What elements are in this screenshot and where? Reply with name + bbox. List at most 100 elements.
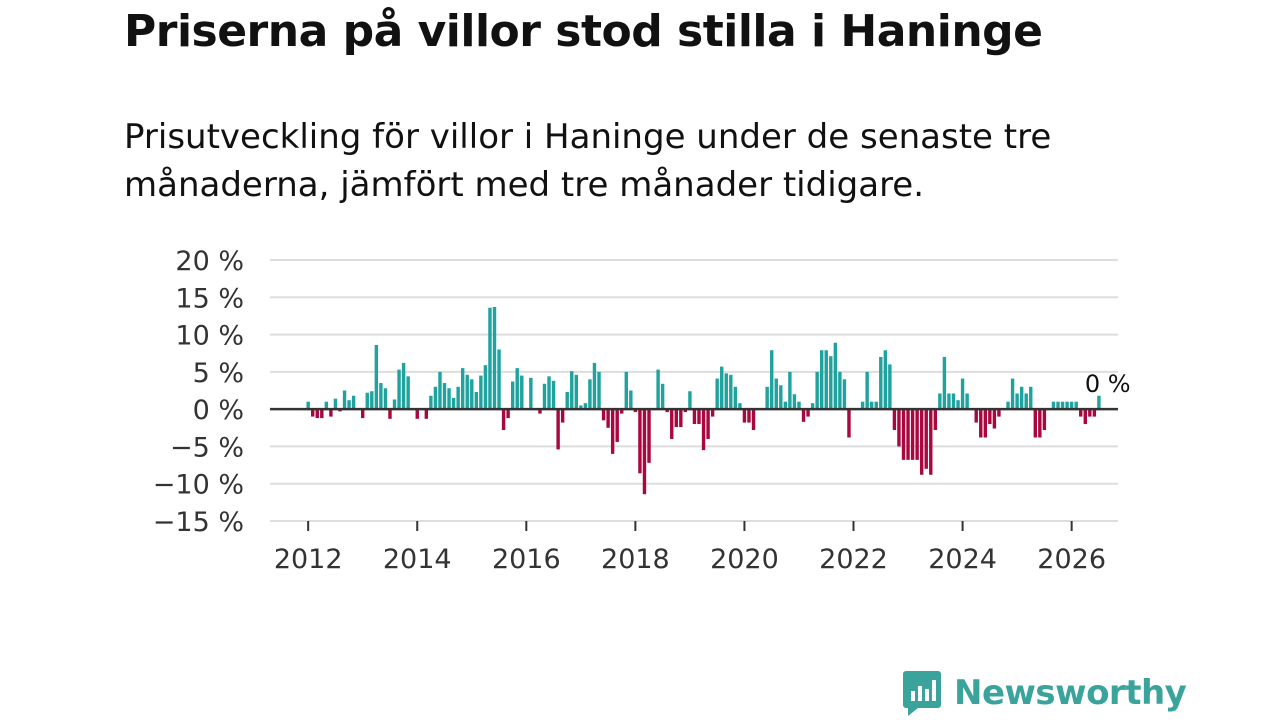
bar	[383, 388, 388, 410]
bar	[438, 371, 442, 410]
bar	[738, 403, 742, 410]
bar	[665, 409, 669, 413]
x-tick-label: 2022	[819, 544, 888, 575]
bar	[965, 393, 969, 410]
bar	[960, 378, 965, 410]
bar	[810, 403, 815, 410]
bar	[351, 395, 356, 410]
bar	[1069, 401, 1074, 410]
bar	[656, 369, 660, 410]
bar	[556, 409, 560, 450]
bar	[701, 409, 706, 451]
bar	[560, 409, 565, 423]
bar	[765, 386, 769, 410]
bar	[588, 379, 592, 410]
axes: 20 % 15 % 10 % 5 % 0 % −5 % −10 % −15 % 2012 2014…	[153, 246, 1131, 575]
x-tick-label: 2014	[383, 544, 452, 575]
x-tick-label: 2012	[274, 544, 343, 575]
bar	[501, 409, 506, 431]
bar	[592, 362, 597, 410]
bar	[311, 409, 315, 417]
bar	[674, 409, 678, 428]
bar	[774, 378, 778, 410]
bar	[724, 373, 728, 410]
bar	[570, 371, 574, 410]
bar	[742, 409, 747, 423]
bar	[447, 388, 451, 410]
bar	[942, 356, 947, 410]
x-tick-label: 2020	[710, 544, 779, 575]
y-tick-label: −10 %	[153, 470, 244, 501]
bar	[1083, 409, 1087, 425]
bar	[1051, 401, 1056, 410]
bar	[938, 393, 942, 410]
bar	[833, 342, 838, 410]
last-value-label: 0 %	[1085, 370, 1131, 398]
bar	[951, 393, 956, 410]
bar	[542, 383, 547, 410]
bar	[679, 409, 683, 428]
bar	[492, 306, 497, 410]
bar	[451, 397, 456, 410]
bar	[801, 409, 806, 422]
bar	[1038, 409, 1042, 438]
bar	[397, 369, 401, 410]
bar	[333, 398, 338, 410]
bar	[1024, 393, 1028, 410]
bar	[597, 371, 601, 410]
bar	[320, 409, 324, 419]
bar	[565, 391, 569, 410]
bar	[401, 362, 406, 410]
bar	[642, 409, 647, 495]
newsworthy-logo-icon	[903, 671, 941, 716]
y-tick-label: −5 %	[170, 432, 244, 463]
bar	[379, 383, 383, 410]
bar	[979, 409, 983, 438]
bar	[792, 394, 797, 410]
bar	[906, 409, 910, 460]
bar	[392, 399, 397, 410]
bar	[974, 409, 978, 423]
bar	[770, 350, 774, 410]
bar	[733, 386, 738, 410]
bar	[583, 403, 588, 410]
bar	[483, 365, 488, 410]
bar	[869, 401, 874, 410]
bar	[947, 393, 951, 410]
x-tick-label: 2018	[601, 544, 670, 575]
bar	[347, 400, 351, 410]
bar	[442, 383, 447, 410]
x-tick-label: 2024	[928, 544, 997, 575]
bar	[1074, 401, 1078, 410]
bar	[924, 409, 928, 469]
bar	[847, 409, 851, 438]
bar	[579, 405, 583, 410]
bar	[779, 385, 783, 410]
bar	[529, 377, 533, 410]
bar	[865, 371, 869, 410]
bar	[788, 371, 792, 410]
bar	[370, 391, 374, 410]
bar	[520, 375, 524, 410]
bar	[1060, 401, 1065, 410]
bar	[815, 371, 819, 410]
bar	[688, 391, 692, 410]
bar	[429, 395, 433, 410]
bar	[629, 390, 633, 410]
bar	[915, 409, 919, 460]
bar	[538, 409, 542, 414]
bar	[706, 409, 710, 439]
bar	[874, 401, 878, 410]
bar	[610, 409, 615, 454]
chart-subtitle: Prisutveckling för villor i Haninge unde…	[124, 117, 1052, 205]
bar	[888, 364, 892, 410]
bar	[1029, 386, 1033, 410]
bar	[342, 390, 347, 410]
bar	[406, 376, 410, 410]
gridlines	[270, 259, 1118, 522]
bar	[460, 368, 465, 410]
bar	[424, 409, 429, 419]
bar	[510, 381, 515, 410]
bar	[624, 371, 628, 410]
bar	[747, 409, 751, 423]
